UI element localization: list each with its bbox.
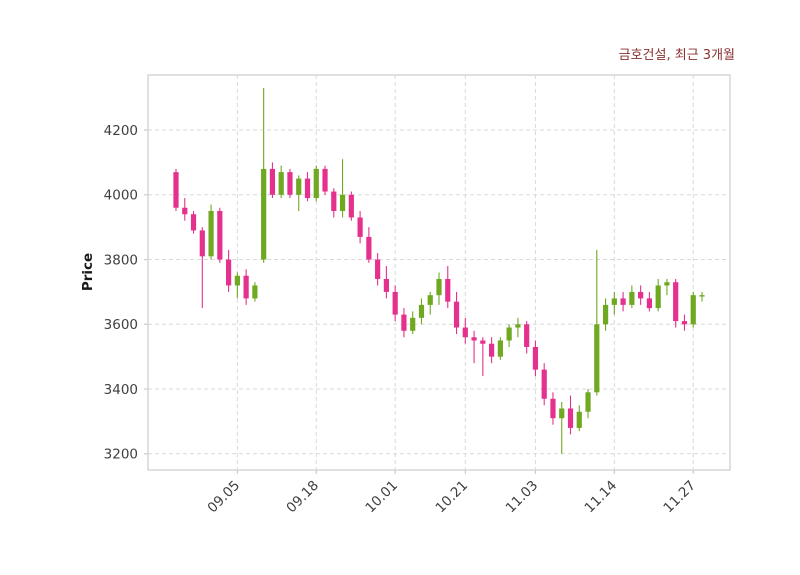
candle-body <box>489 343 495 357</box>
candle-body <box>664 282 670 286</box>
candle-body <box>681 321 688 325</box>
x-tick-label: 10.01 <box>362 478 401 517</box>
candle-body <box>348 194 354 218</box>
candle-body <box>462 327 468 338</box>
candle-body <box>243 275 249 299</box>
candle-body <box>296 178 302 195</box>
candle-body <box>322 168 328 192</box>
candle-body <box>269 168 276 195</box>
candle-body <box>392 291 398 315</box>
x-tick-label: 10.21 <box>432 478 471 517</box>
candle-body <box>401 314 407 331</box>
candle-body <box>278 172 284 195</box>
candle-body <box>287 172 293 195</box>
candle-body <box>655 285 661 309</box>
candle-body <box>602 304 609 325</box>
candle-body <box>480 340 486 344</box>
candle-body <box>594 324 600 393</box>
y-tick-label: 3800 <box>104 252 138 268</box>
candle-body <box>217 210 223 260</box>
candle-body <box>190 214 197 231</box>
candle-body <box>567 408 574 428</box>
candle-body <box>471 337 477 341</box>
candle-body <box>199 230 205 257</box>
candle-body <box>366 236 372 260</box>
y-tick-label: 4200 <box>104 123 138 139</box>
candle-body <box>418 304 425 318</box>
y-tick-label: 3400 <box>104 382 138 398</box>
chart-title: 금호건설, 최근 3개월 <box>618 48 735 63</box>
candle-body <box>611 298 617 305</box>
x-tick-label: 11.27 <box>660 478 699 517</box>
candle-body <box>410 317 416 331</box>
candle-body <box>313 168 319 199</box>
candle-body <box>339 194 346 211</box>
candle-body <box>383 278 389 292</box>
candle-body <box>331 191 337 211</box>
candle-body <box>427 295 433 305</box>
y-tick-label: 4000 <box>104 188 138 204</box>
x-tick-label: 11.14 <box>582 478 621 517</box>
candle-body <box>541 369 547 399</box>
candle-body <box>585 392 591 412</box>
candle-body <box>629 291 635 305</box>
candle-body <box>559 408 565 419</box>
candle-body <box>375 259 381 279</box>
candle-body <box>252 285 258 299</box>
candle-body <box>646 298 652 309</box>
x-tick-label: 09.05 <box>205 478 244 517</box>
candle-body <box>182 207 188 215</box>
candle-body <box>550 398 556 419</box>
candle-body <box>304 178 311 199</box>
candle-body <box>620 298 626 305</box>
candle-body <box>234 275 240 286</box>
candle-body <box>261 168 267 260</box>
candle-body <box>699 295 705 297</box>
y-tick-label: 3600 <box>104 317 138 333</box>
y-tick-label: 3200 <box>104 447 138 463</box>
candle-body <box>453 301 460 328</box>
y-axis-label: Price <box>80 252 96 292</box>
candle-body <box>690 295 696 325</box>
candle-body <box>445 278 451 302</box>
candle-body <box>532 346 539 370</box>
candle-body <box>506 327 512 341</box>
candle-body <box>208 210 214 257</box>
candle-body <box>173 172 179 208</box>
y-grid-and-ticks: 3200 3400 3600 3800 4000 4200 <box>104 123 730 463</box>
candle-body <box>497 340 503 357</box>
candles <box>173 87 705 454</box>
x-tick-label: 09.18 <box>283 478 322 517</box>
candle-body <box>673 282 679 322</box>
x-tick-label: 11.03 <box>503 478 542 517</box>
candle-body <box>524 324 530 347</box>
candle-body <box>638 291 644 299</box>
candle-body <box>436 278 442 296</box>
candle-body <box>226 259 232 286</box>
candle-body <box>357 217 363 237</box>
candle-body <box>515 324 521 328</box>
candle-body <box>576 411 582 428</box>
